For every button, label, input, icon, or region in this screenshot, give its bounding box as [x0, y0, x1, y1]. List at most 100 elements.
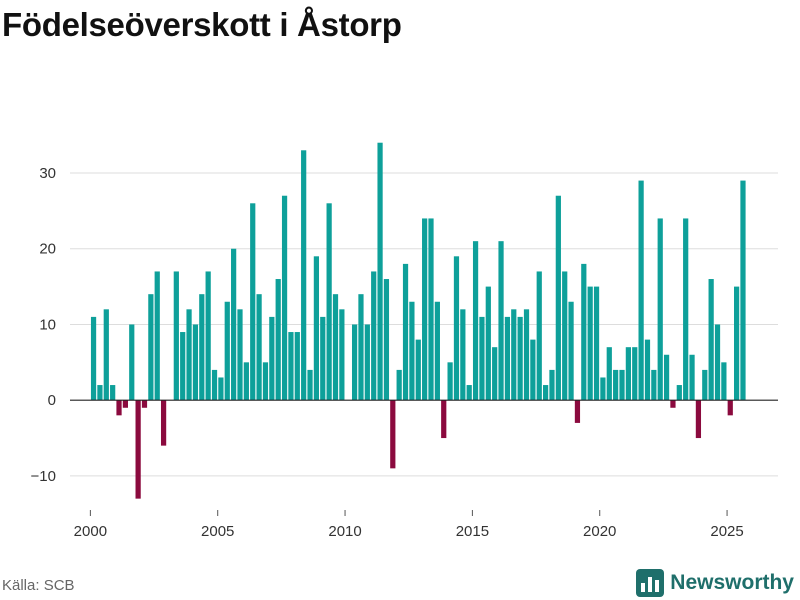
bar: [307, 369, 313, 401]
bar: [574, 400, 581, 423]
bar: [377, 142, 383, 401]
bar: [237, 309, 243, 401]
bar: [313, 256, 320, 401]
bar: [498, 241, 504, 401]
bar: [294, 332, 300, 401]
bar: [485, 286, 491, 401]
bar: [657, 218, 663, 401]
bar: [218, 377, 224, 401]
x-tick-label: 2010: [328, 523, 361, 540]
bar: [320, 316, 326, 401]
bar: [504, 316, 511, 401]
bar: [402, 263, 409, 401]
x-tick-label: 2025: [710, 523, 743, 540]
bar: [358, 294, 364, 401]
bar-series: [90, 142, 746, 499]
bar: [670, 400, 676, 408]
bar: [587, 286, 593, 401]
bar: [422, 218, 428, 401]
bar: [702, 369, 708, 401]
bar: [243, 362, 249, 401]
bar: [339, 309, 345, 401]
bar: [275, 279, 281, 401]
bar: [606, 347, 612, 401]
bar: [434, 301, 440, 401]
bar: [734, 286, 740, 401]
bar: [351, 324, 358, 401]
brand-name: Newsworthy: [670, 571, 794, 594]
brand-logo[interactable]: Newsworthy: [636, 568, 794, 598]
bar: [97, 385, 103, 401]
bar: [613, 369, 619, 401]
bar: [492, 347, 498, 401]
bar: [511, 309, 517, 401]
bar: [231, 248, 237, 401]
bar: [224, 301, 230, 401]
bar: [383, 279, 390, 401]
source-note: Källa: SCB: [2, 577, 75, 594]
bar: [466, 385, 472, 401]
bar: [180, 332, 186, 401]
bar: [250, 203, 256, 401]
bar: [740, 180, 746, 401]
bar: [625, 347, 631, 401]
bar: [110, 385, 116, 401]
bar: [301, 150, 307, 401]
bar: [199, 294, 205, 401]
bar: [90, 316, 97, 401]
bar: [453, 256, 460, 401]
bar: [549, 369, 555, 401]
bar: [676, 385, 682, 401]
bar: [447, 362, 453, 401]
bar: [638, 180, 644, 401]
x-tick-label: 2005: [201, 523, 234, 540]
bar: [695, 400, 702, 439]
bar: [568, 301, 574, 401]
bar-chart-logo-icon: [636, 569, 665, 597]
x-tick-label: 2015: [456, 523, 489, 540]
bar: [562, 271, 568, 401]
bar: [281, 195, 288, 401]
chart-title: Födelseöverskott i Åstorp: [2, 6, 402, 43]
axes: −10 0 10 20 30 2000 2005 2010 2015 2020 2025: [31, 165, 778, 540]
bar: [415, 339, 421, 401]
bar: [523, 309, 530, 401]
bar: [371, 271, 377, 401]
bar: [364, 324, 370, 401]
bar: [472, 241, 479, 401]
bar: [593, 286, 600, 401]
bar: [396, 369, 402, 401]
bar: [555, 195, 561, 401]
bar: [262, 362, 269, 401]
bar: [129, 324, 135, 401]
bar: [460, 309, 466, 401]
bar: [103, 309, 109, 401]
bar: [211, 369, 218, 401]
bar: [714, 324, 721, 401]
bar: [530, 339, 536, 401]
bar: [479, 316, 485, 401]
bar: [288, 332, 294, 401]
x-tick-label: 2020: [583, 523, 616, 540]
bar: [141, 400, 148, 408]
y-tick-label: 0: [48, 392, 56, 409]
bar: [536, 271, 542, 401]
bar: [600, 377, 606, 401]
bar: [269, 316, 275, 401]
y-tick-label: 10: [39, 316, 56, 333]
bar: [644, 339, 651, 401]
bar: [326, 203, 332, 401]
y-tick-label: −10: [31, 468, 56, 485]
bar: [154, 271, 160, 401]
bar: [148, 294, 154, 401]
bar: [428, 218, 434, 401]
bar: [708, 279, 714, 401]
bar: [689, 354, 695, 401]
bar: [160, 400, 167, 446]
bar: [116, 400, 122, 416]
bar: [619, 369, 625, 401]
bar: [332, 294, 339, 401]
bar: [409, 301, 415, 401]
bar: [651, 369, 657, 401]
